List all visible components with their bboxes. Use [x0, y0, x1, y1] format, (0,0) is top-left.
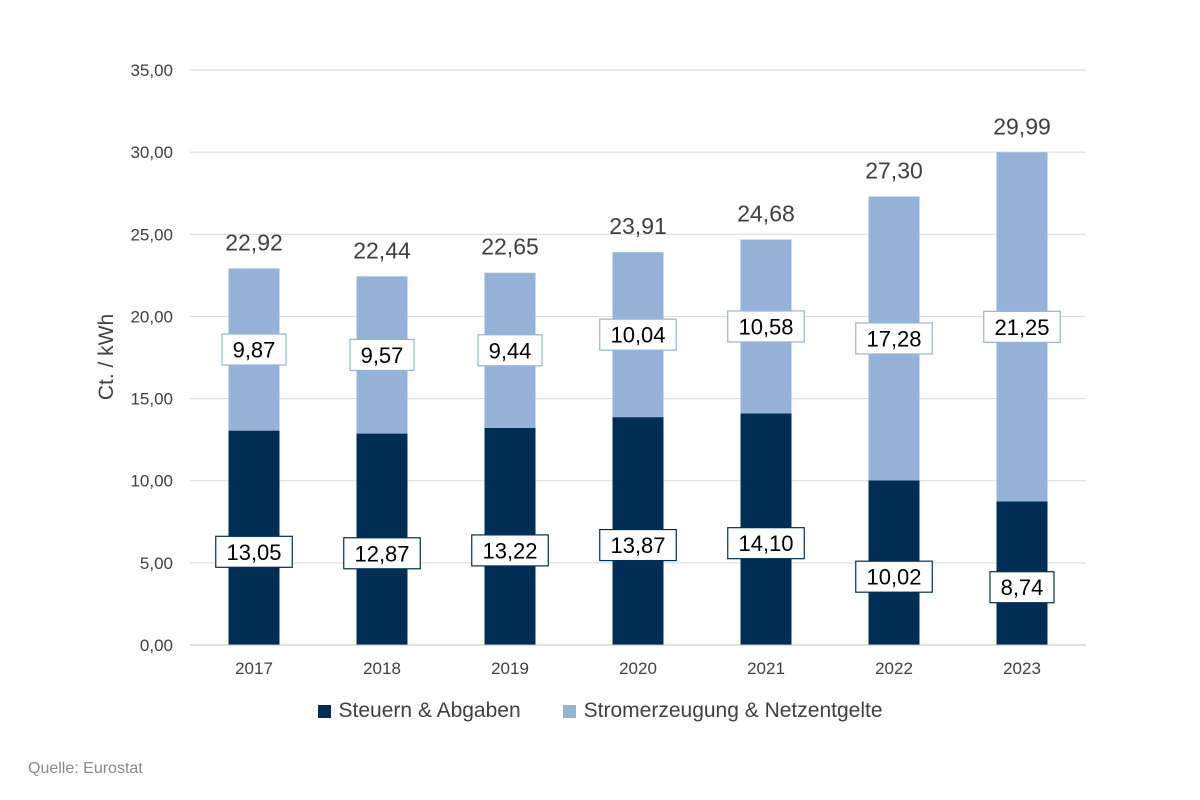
- data-label-steuern: 13,87: [610, 533, 665, 558]
- data-label-box-steuern: [343, 537, 421, 570]
- legend-label-steuern: Steuern & Abgaben: [338, 699, 521, 722]
- data-label-stromerzeugung: 10,58: [738, 314, 793, 339]
- y-tick-label: 5,00: [140, 554, 173, 573]
- data-label-stromerzeugung: 9,44: [489, 338, 532, 363]
- source-note: Quelle: Eurostat: [28, 760, 143, 777]
- data-label-stromerzeugung: 9,57: [361, 343, 404, 368]
- x-tick-label: 2021: [747, 659, 785, 678]
- data-label-box-steuern: [855, 560, 933, 593]
- x-tick-label: 2018: [363, 659, 401, 678]
- data-label-box-stromerzeugung: [599, 318, 677, 351]
- total-label: 22,44: [353, 237, 411, 263]
- data-label-box-steuern: [215, 535, 293, 568]
- legend-item-steuern: Steuern & Abgaben: [317, 699, 521, 723]
- total-label: 23,91: [609, 213, 667, 239]
- legend-swatch-stromerzeugung: [562, 704, 576, 718]
- total-label: 22,65: [481, 234, 539, 260]
- y-tick-label: 25,00: [130, 225, 173, 244]
- y-tick-label: 15,00: [130, 390, 173, 409]
- data-label-steuern: 8,74: [1001, 575, 1044, 600]
- y-tick-label: 30,00: [130, 143, 173, 162]
- legend: Steuern & Abgaben Stromerzeugung & Netze…: [0, 699, 1200, 723]
- data-label-box-stromerzeugung: [855, 322, 933, 355]
- y-axis-label: Ct. / kWh: [95, 314, 118, 400]
- total-label: 29,99: [993, 113, 1051, 139]
- data-label-steuern: 12,87: [354, 541, 409, 566]
- data-label-box-steuern: [727, 527, 805, 560]
- x-tick-label: 2017: [235, 659, 273, 678]
- legend-item-stromerzeugung: Stromerzeugung & Netzentgelte: [562, 699, 883, 723]
- data-label-steuern: 10,02: [866, 565, 921, 590]
- data-label-box-steuern: [599, 528, 677, 562]
- data-label-box-stromerzeugung: [727, 310, 805, 343]
- x-tick-label: 2022: [875, 659, 913, 678]
- data-label-box-stromerzeugung: [983, 310, 1061, 343]
- legend-swatch-steuern: [317, 704, 331, 718]
- y-tick-label: 35,00: [130, 61, 173, 80]
- total-label: 22,92: [225, 229, 283, 255]
- y-tick-label: 0,00: [140, 636, 173, 655]
- y-tick-label: 10,00: [130, 472, 173, 491]
- total-label: 27,30: [865, 158, 923, 184]
- data-label-steuern: 13,22: [482, 538, 537, 563]
- data-label-box-stromerzeugung: [477, 334, 543, 367]
- data-label-steuern: 13,05: [226, 540, 281, 565]
- legend-label-stromerzeugung: Stromerzeugung & Netzentgelte: [583, 699, 883, 722]
- y-tick-label: 20,00: [130, 307, 173, 326]
- data-label-stromerzeugung: 10,04: [610, 323, 665, 348]
- data-label-stromerzeugung: 17,28: [866, 326, 921, 351]
- data-label-box-stromerzeugung: [349, 338, 415, 372]
- data-label-box-steuern: [989, 571, 1055, 604]
- x-tick-label: 2023: [1003, 659, 1041, 678]
- data-label-box-stromerzeugung: [221, 333, 287, 366]
- x-tick-label: 2020: [619, 659, 657, 678]
- data-label-stromerzeugung: 21,25: [994, 315, 1049, 340]
- data-label-stromerzeugung: 9,87: [233, 338, 276, 363]
- data-label-box-steuern: [471, 534, 549, 567]
- x-tick-label: 2019: [491, 659, 529, 678]
- data-label-steuern: 14,10: [738, 531, 793, 556]
- total-label: 24,68: [737, 201, 795, 227]
